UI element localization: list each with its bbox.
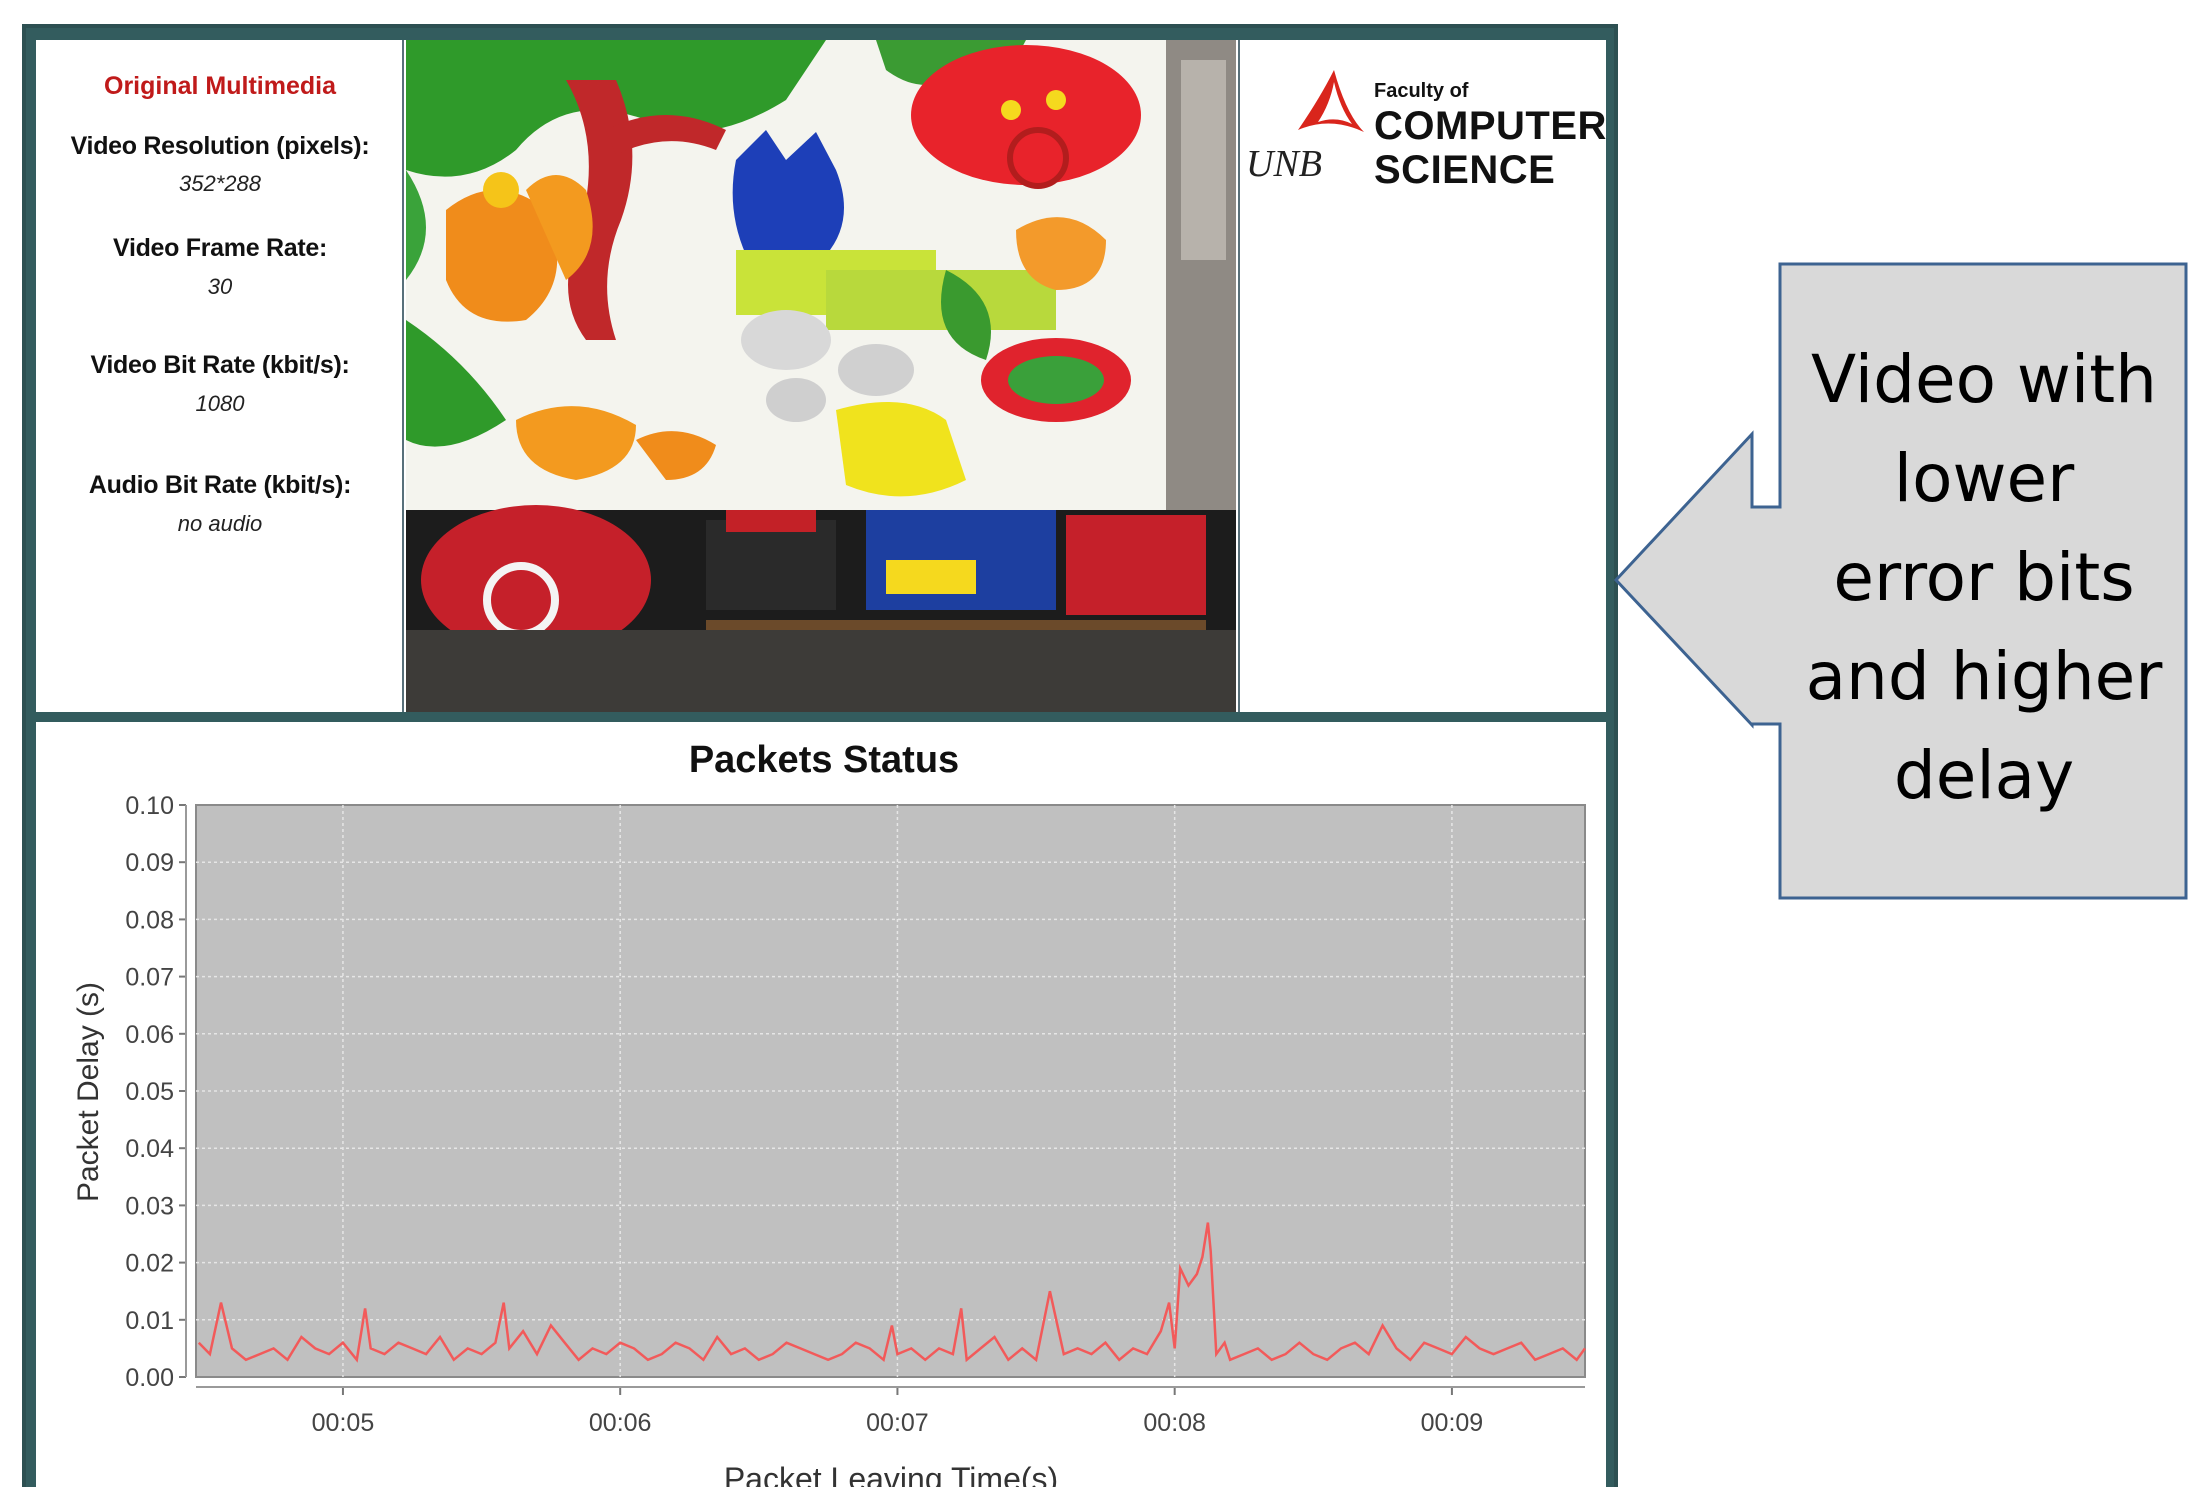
y-tick-label: 0.10 [125,792,174,820]
packets-status-chart-panel: Packets Status 0.00 0.01 0.02 0.03 0.04 0.05 0… [36,722,1606,1487]
packet-delay-series-line [197,1222,1587,1363]
y-axis-label: Packet Delay (s) [72,982,105,1202]
multimedia-app-window: Original Multimedia Video Resolution (pi… [22,24,1618,1487]
x-tick-label: 00:08 [1143,1409,1206,1437]
unb-sail-icon [1298,70,1364,132]
y-tick-label: 0.07 [125,964,174,992]
callout-line: lower [1893,440,2075,517]
faculty-of-text: Faculty of [1374,80,1469,102]
chart-title: Packets Status [689,739,959,781]
original-multimedia-heading: Original Multimedia [104,72,336,100]
x-axis-ticks: 00:05 00:06 00:07 00:08 00:09 [312,1387,1484,1437]
grid-lines [196,805,1585,1377]
x-tick-label: 00:05 [312,1409,375,1437]
x-axis-label: Packet Leaving Time(s) [724,1461,1058,1487]
y-axis-ticks: 0.00 0.01 0.02 0.03 0.04 0.05 0.06 0.07 0.08 0.09… [125,792,186,1392]
video-resolution-label: Video Resolution (pixels): [70,132,370,160]
x-tick-label: 00:09 [1421,1409,1484,1437]
y-tick-label: 0.09 [125,849,174,877]
x-tick-label: 00:06 [589,1409,652,1437]
video-bit-rate-value: 1080 [195,391,245,416]
callout-arrow-box [1613,262,2188,900]
x-tick-label: 00:07 [866,1409,929,1437]
callout-text: Video with lower error bits and higher d… [1782,330,2186,830]
faculty-name-line1: COMPUTER [1374,104,1607,148]
video-resolution-value: 352*288 [179,171,261,196]
y-tick-label: 0.04 [125,1135,174,1163]
y-tick-label: 0.03 [125,1192,174,1220]
packets-status-chart: Packets Status 0.000.010.020.030.040.050… [72,739,1587,1487]
plot-area [195,804,1586,1378]
unb-wordmark: UNB [1246,143,1322,185]
y-tick-label: 0.01 [125,1307,174,1335]
video-scene-image [406,40,1236,712]
video-bit-rate-label: Video Bit Rate (kbit/s): [90,351,350,379]
top-panel: Original Multimedia Video Resolution (pi… [36,40,1606,712]
audio-bit-rate-value: no audio [177,511,263,536]
unb-logo-panel: UNB Faculty of COMPUTER SCIENCE [1238,40,1606,712]
y-tick-label: 0.08 [125,906,174,934]
multimedia-info-panel: Original Multimedia Video Resolution (pi… [36,40,404,712]
faculty-name-line2: SCIENCE [1374,148,1556,192]
video-frame-rate-label: Video Frame Rate: [113,234,327,262]
video-frame-rate-value: 30 [207,274,233,299]
y-tick-label: 0.00 [125,1364,174,1392]
callout-line: Video with [1811,341,2157,418]
y-tick-label: 0.05 [125,1078,174,1106]
y-tick-label: 0.06 [125,1021,174,1049]
video-frame[interactable] [406,40,1236,712]
y-tick-label: 0.02 [125,1250,174,1278]
audio-bit-rate-label: Audio Bit Rate (kbit/s): [88,471,352,499]
callout-line: delay [1893,737,2075,814]
callout-line: error bits [1833,539,2135,616]
callout-line: and higher [1805,638,2163,715]
